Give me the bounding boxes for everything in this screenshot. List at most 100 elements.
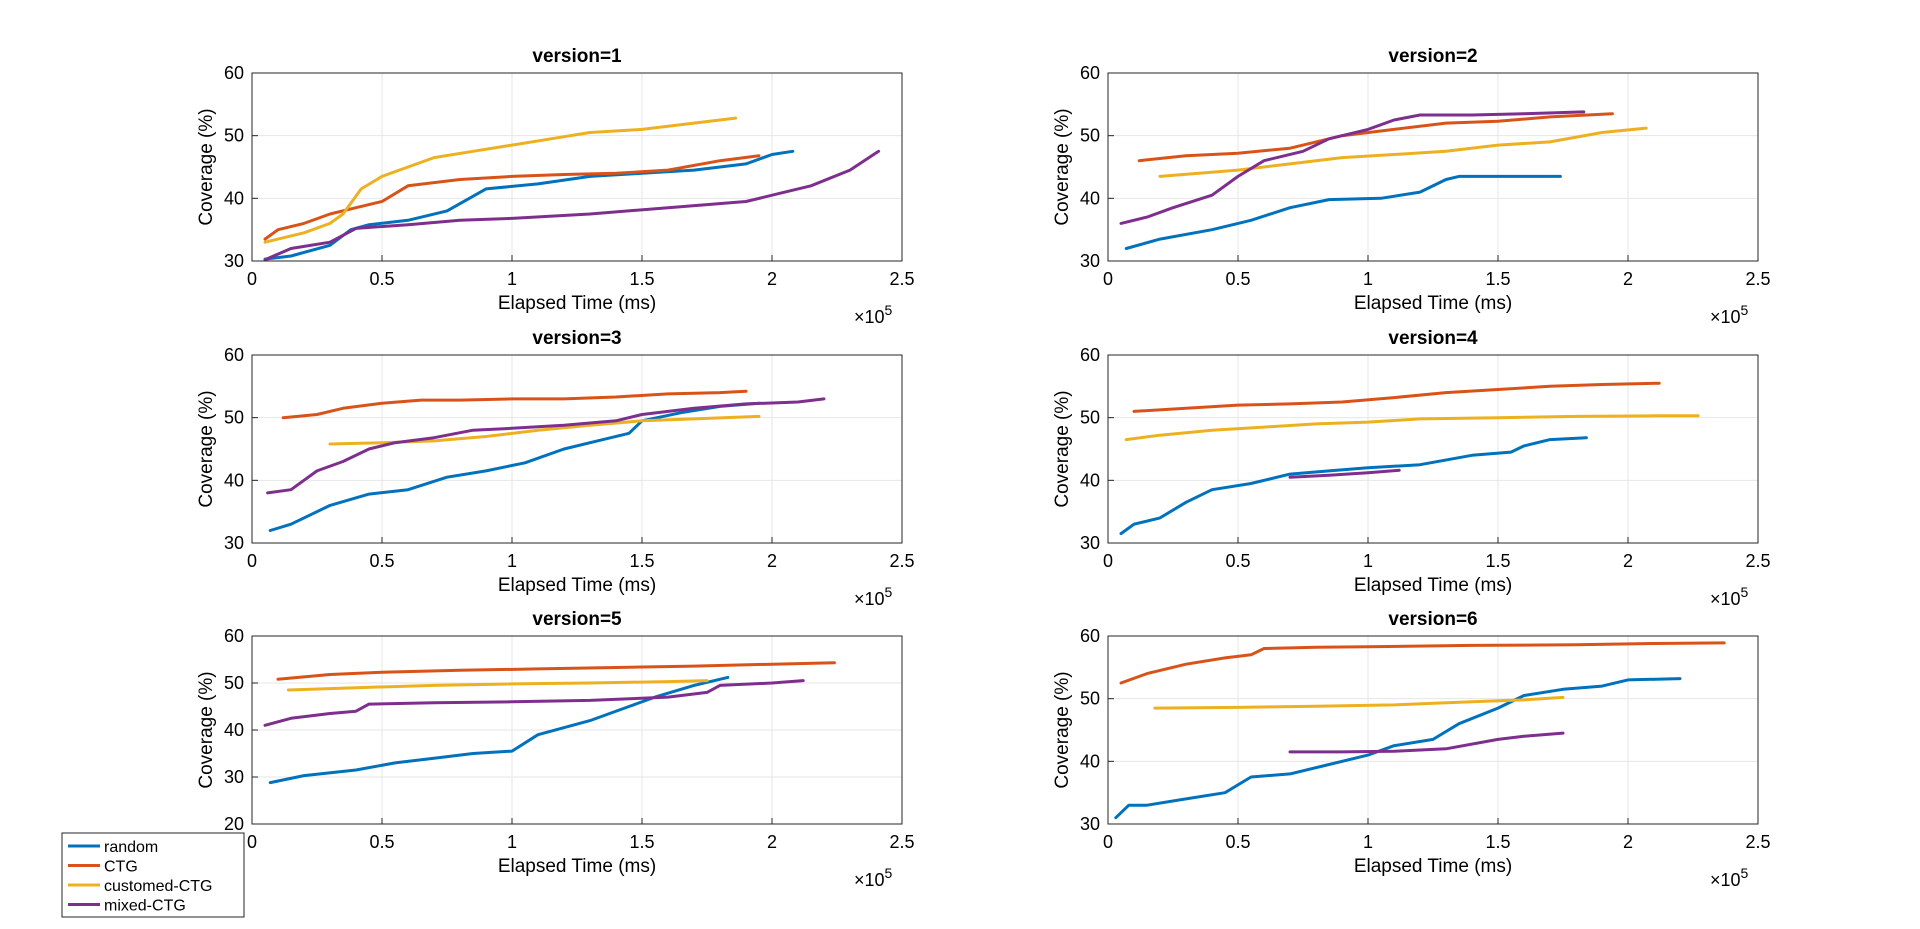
y-axis-label: Coverage (%) [1052,108,1073,225]
x-tick-label: 1.5 [1485,551,1510,571]
y-tick-label: 60 [1080,345,1100,365]
x-axis-label: Elapsed Time (ms) [1354,856,1512,877]
x-exponent-power: 5 [885,865,893,881]
x-exponent-power: 5 [885,584,893,600]
axes-box [1107,354,1759,544]
series-line-mixed-ctg [266,397,826,495]
chart-title: version=5 [532,609,622,630]
x-exponent-label: ×105 [1710,865,1749,890]
axes-box [251,635,903,825]
x-tick-label: 0 [1103,832,1113,852]
x-tick-label: 0 [247,551,257,571]
y-tick-label: 30 [224,767,244,787]
series-line-ctg [1132,381,1661,413]
series-line-customed-ctg [263,116,738,244]
chart-title: version=3 [532,328,621,349]
x-exponent-power: 5 [1741,865,1749,881]
x-tick-label: 0.5 [1225,832,1250,852]
axes-box [251,72,903,262]
x-axis-label: Elapsed Time (ms) [1354,575,1512,596]
x-tick-label: 1 [507,269,517,289]
chart-title: version=6 [1388,609,1477,630]
y-tick-label: 60 [224,345,244,365]
y-tick-label: 30 [224,251,244,271]
series-line-customed-ctg [286,679,709,692]
x-tick-label: 1.5 [629,551,654,571]
x-tick-label: 2 [767,269,777,289]
x-tick-label: 1 [1363,832,1373,852]
x-exponent-label: ×105 [1710,584,1749,609]
x-exponent-label: ×105 [854,865,893,890]
x-exponent-base: ×10 [1710,870,1741,890]
series-line-customed-ctg [1158,126,1648,178]
series-line-mixed-ctg [263,149,881,262]
x-exponent-label: ×105 [1710,302,1749,327]
y-axis-label: Coverage (%) [196,390,217,507]
series-line-mixed-ctg [263,679,805,727]
x-tick-label: 0.5 [1225,551,1250,571]
series-line-ctg [1137,112,1614,163]
x-tick-label: 2 [1623,269,1633,289]
x-tick-label: 2 [767,551,777,571]
series-line-customed-ctg [1124,414,1700,442]
x-tick-label: 2.5 [1745,832,1770,852]
series-line-ctg [281,389,748,420]
chart-title: version=1 [532,46,622,67]
x-tick-label: 2 [767,832,777,852]
y-tick-label: 30 [1080,533,1100,553]
y-tick-label: 60 [1080,626,1100,646]
x-tick-label: 2.5 [889,269,914,289]
x-axis-label: Elapsed Time (ms) [498,293,656,314]
y-tick-label: 20 [224,814,244,834]
y-axis-label: Coverage (%) [196,671,217,788]
y-tick-label: 40 [224,188,244,208]
x-tick-label: 1 [507,551,517,571]
x-tick-label: 1.5 [1485,269,1510,289]
x-exponent-base: ×10 [854,589,885,609]
legend: random CTG customed-CTG mixed-CTG [61,832,245,918]
series-line-mixed-ctg [1288,731,1565,754]
axes-box [1107,635,1759,825]
y-tick-label: 30 [224,533,244,553]
x-exponent-label: ×105 [854,584,893,609]
x-tick-label: 2 [1623,551,1633,571]
x-axis-label: Elapsed Time (ms) [498,856,656,877]
y-tick-label: 40 [1080,188,1100,208]
y-axis-label: Coverage (%) [1052,671,1073,788]
x-exponent-power: 5 [1741,302,1749,318]
y-axis-label: Coverage (%) [1052,390,1073,507]
y-tick-label: 50 [224,673,244,693]
series-line-ctg [276,661,836,681]
series-line-customed-ctg [1153,695,1565,710]
subplot-2: 0 0.5 1 1.5 2 2.5 30 40 50 60 version=2 Elapsed Tim… [1052,46,1771,327]
series-line-random [1124,174,1562,250]
x-exponent-power: 5 [885,302,893,318]
series-line-random [1119,436,1588,536]
y-tick-label: 30 [1080,814,1100,834]
x-exponent-base: ×10 [854,870,885,890]
x-exponent-base: ×10 [854,307,885,327]
plot-area [1108,73,1758,261]
chart-title: version=2 [1388,46,1477,67]
y-tick-label: 50 [1080,126,1100,146]
x-tick-label: 2 [1623,832,1633,852]
x-axis-label: Elapsed Time (ms) [1354,293,1512,314]
plot-area [252,355,902,543]
x-exponent-base: ×10 [1710,307,1741,327]
y-tick-label: 40 [224,470,244,490]
x-tick-label: 1.5 [629,269,654,289]
y-tick-label: 50 [224,408,244,428]
y-tick-label: 60 [224,63,244,83]
x-tick-label: 1.5 [1485,832,1510,852]
legend-label: customed-CTG [104,878,212,895]
x-tick-label: 0.5 [1225,269,1250,289]
x-tick-label: 0.5 [369,269,394,289]
subplot-4: 0 0.5 1 1.5 2 2.5 30 40 50 60 version=4 Elapsed Tim… [1052,328,1771,609]
series-line-ctg [1119,641,1726,685]
subplot-6: 0 0.5 1 1.5 2 2.5 30 40 50 60 version=6 Elapsed Tim… [1052,609,1771,890]
x-tick-label: 2.5 [889,832,914,852]
chart-title: version=4 [1388,328,1478,349]
axes-box [251,354,903,544]
y-tick-label: 50 [1080,408,1100,428]
